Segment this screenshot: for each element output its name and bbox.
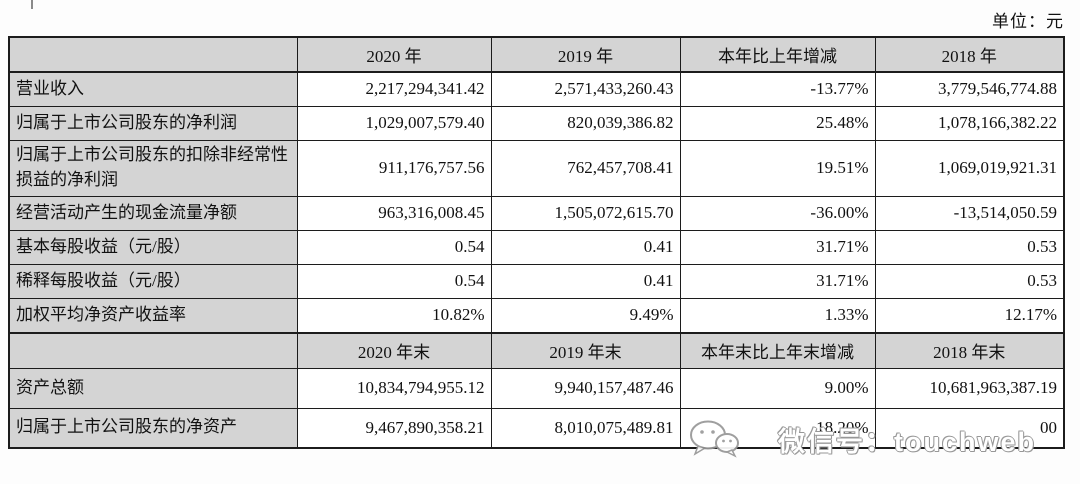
cell-2018: 12.17%	[874, 297, 1065, 334]
table-row-operating-cashflow: 经营活动产生的现金流量净额 963,316,008.45 1,505,072,6…	[8, 195, 1065, 231]
cell-2018: 3,779,546,774.88	[874, 71, 1065, 107]
row-label: 归属于上市公司股东的净利润	[8, 105, 298, 141]
header-cell-change-eoy: 本年末比上年末增减	[679, 332, 876, 369]
cell-2019: 8,010,075,489.81	[490, 407, 681, 449]
cell-2018: -13,514,050.59	[874, 195, 1065, 231]
cell-2019: 9,940,157,487.46	[490, 367, 681, 409]
header-cell-2019: 2019 年	[490, 36, 681, 73]
cell-2018: 00	[874, 407, 1065, 449]
row-label: 基本每股收益（元/股）	[8, 229, 298, 265]
cell-2020: 0.54	[296, 263, 492, 299]
cell-2019: 0.41	[490, 263, 681, 299]
table-row-net-assets: 归属于上市公司股东的净资产 9,467,890,358.21 8,010,075…	[8, 407, 1065, 449]
cell-change: 25.48%	[679, 105, 876, 141]
header-row-end-of-year: 2020 年末 2019 年末 本年末比上年末增减 2018 年末	[8, 332, 1065, 369]
row-label: 稀释每股收益（元/股）	[8, 263, 298, 299]
row-label: 经营活动产生的现金流量净额	[8, 195, 298, 231]
header-cell-2018: 2018 年	[874, 36, 1065, 73]
table-row-diluted-eps: 稀释每股收益（元/股） 0.54 0.41 31.71% 0.53	[8, 263, 1065, 299]
row-label: 归属于上市公司股东的净资产	[8, 407, 298, 449]
cell-change: -13.77%	[679, 71, 876, 107]
table-row-total-assets: 资产总额 10,834,794,955.12 9,940,157,487.46 …	[8, 367, 1065, 409]
cell-2019: 762,457,708.41	[490, 139, 681, 197]
row-label: 加权平均净资产收益率	[8, 297, 298, 334]
table-row-net-profit-deducted: 归属于上市公司股东的扣除非经常性损益的净利润 911,176,757.56 76…	[8, 139, 1065, 197]
cell-change: 9.00%	[679, 367, 876, 409]
table-row-net-profit: 归属于上市公司股东的净利润 1,029,007,579.40 820,039,3…	[8, 105, 1065, 141]
header-cell-2020-eoy: 2020 年末	[296, 332, 492, 369]
header-cell-blank	[8, 332, 298, 369]
cell-2020: 10.82%	[296, 297, 492, 334]
header-cell-change: 本年比上年增减	[679, 36, 876, 73]
header-cell-2020: 2020 年	[296, 36, 492, 73]
cell-2019: 9.49%	[490, 297, 681, 334]
cell-change: 31.71%	[679, 263, 876, 299]
cell-2019: 1,505,072,615.70	[490, 195, 681, 231]
header-cell-2019-eoy: 2019 年末	[490, 332, 681, 369]
financial-summary-table: 2020 年 2019 年 本年比上年增减 2018 年 营业收入 2,217,…	[8, 36, 1065, 449]
stray-mark	[31, 0, 33, 9]
cell-2020: 9,467,890,358.21	[296, 407, 492, 449]
cell-2019: 2,571,433,260.43	[490, 71, 681, 107]
cell-2018: 10,681,963,387.19	[874, 367, 1065, 409]
cell-2019: 0.41	[490, 229, 681, 265]
table-row-basic-eps: 基本每股收益（元/股） 0.54 0.41 31.71% 0.53	[8, 229, 1065, 265]
cell-change: 19.51%	[679, 139, 876, 197]
cell-2020: 10,834,794,955.12	[296, 367, 492, 409]
header-cell-blank	[8, 36, 298, 73]
header-row-annual: 2020 年 2019 年 本年比上年增减 2018 年	[8, 36, 1065, 73]
cell-change: 18.20%	[679, 407, 876, 449]
cell-2018: 0.53	[874, 263, 1065, 299]
cell-2020: 0.54	[296, 229, 492, 265]
row-label: 归属于上市公司股东的扣除非经常性损益的净利润	[8, 139, 298, 197]
cell-2020: 911,176,757.56	[296, 139, 492, 197]
cell-2020: 1,029,007,579.40	[296, 105, 492, 141]
table-row-weighted-roe: 加权平均净资产收益率 10.82% 9.49% 1.33% 12.17%	[8, 297, 1065, 334]
cell-2018: 1,078,166,382.22	[874, 105, 1065, 141]
cell-change: 1.33%	[679, 297, 876, 334]
table-row-revenue: 营业收入 2,217,294,341.42 2,571,433,260.43 -…	[8, 71, 1065, 107]
cell-2019: 820,039,386.82	[490, 105, 681, 141]
cell-2018: 0.53	[874, 229, 1065, 265]
cell-2020: 2,217,294,341.42	[296, 71, 492, 107]
cell-2018: 1,069,019,921.31	[874, 139, 1065, 197]
header-cell-2018-eoy: 2018 年末	[874, 332, 1065, 369]
row-label: 资产总额	[8, 367, 298, 409]
unit-label: 单位：元	[992, 12, 1064, 31]
cell-2020: 963,316,008.45	[296, 195, 492, 231]
row-label: 营业收入	[8, 71, 298, 107]
cell-change: 31.71%	[679, 229, 876, 265]
cell-change: -36.00%	[679, 195, 876, 231]
